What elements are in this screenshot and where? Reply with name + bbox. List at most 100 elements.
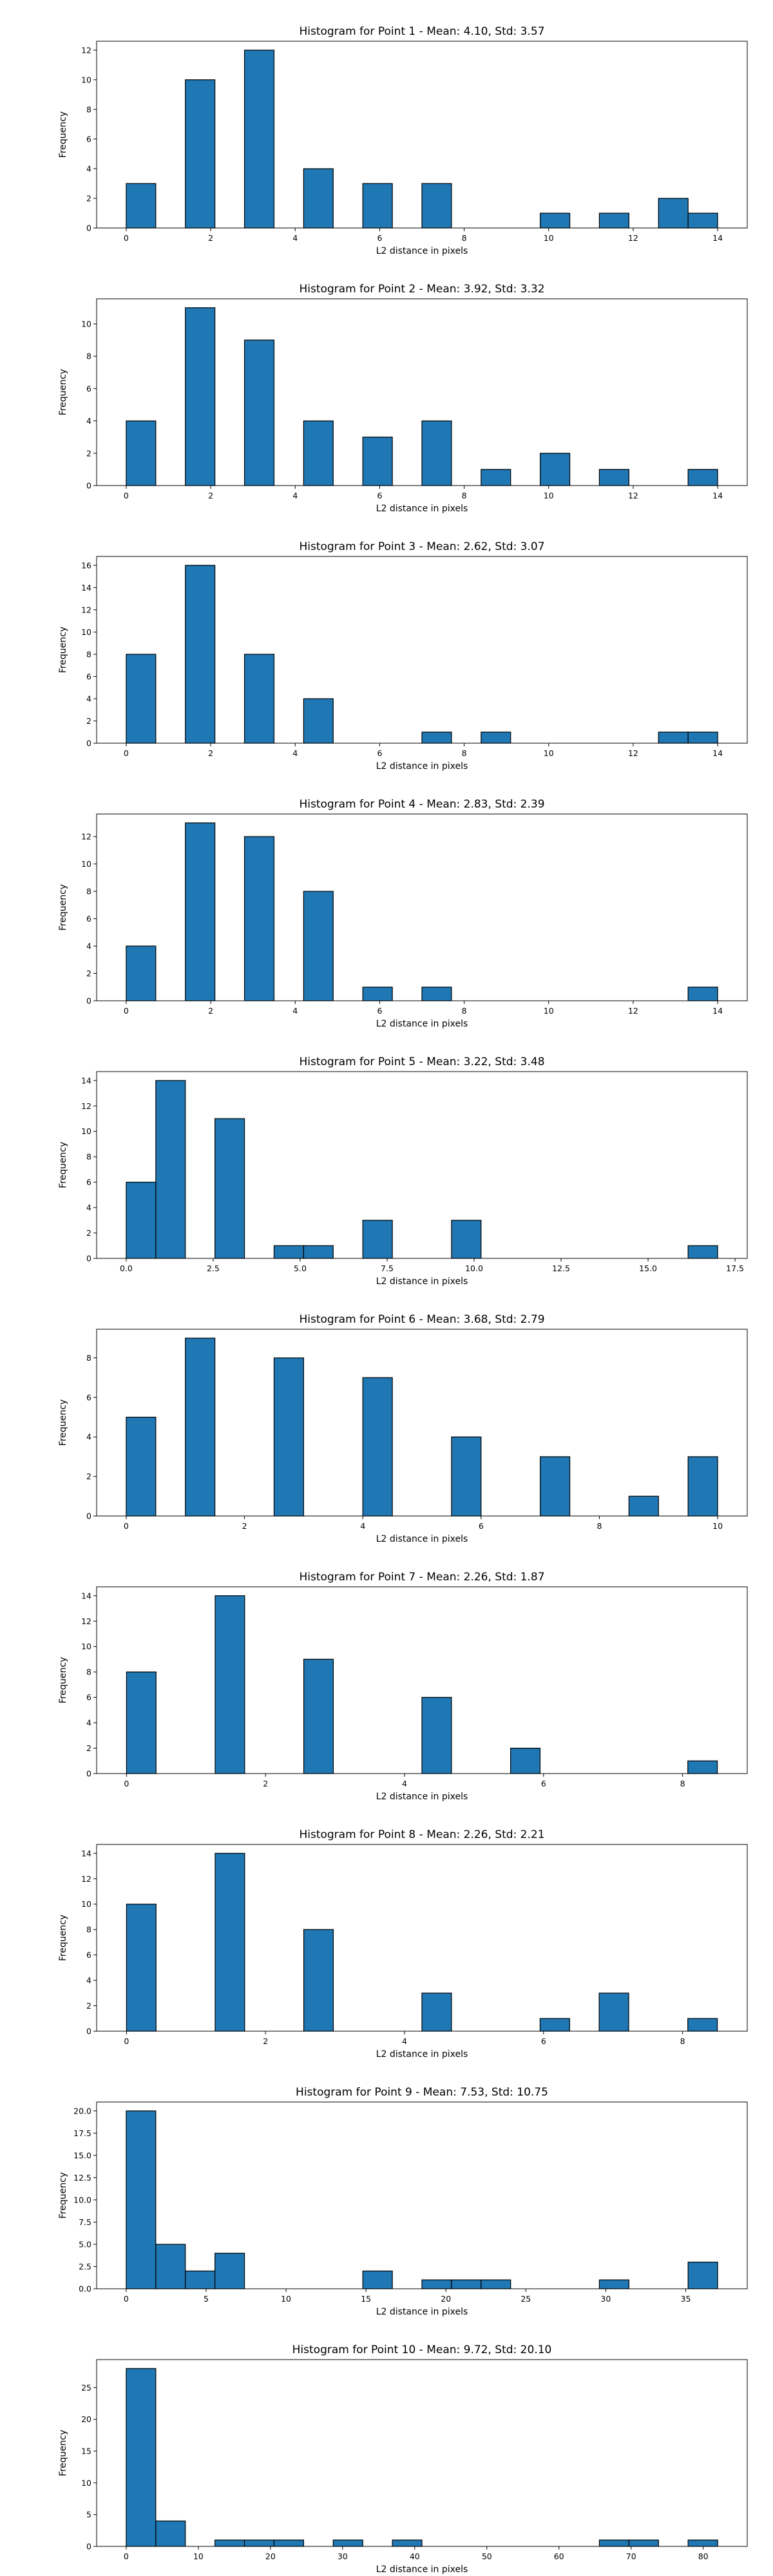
y-axis-label: Frequency	[58, 1915, 68, 1961]
histogram-bar	[598, 469, 629, 486]
histogram-bar	[687, 2261, 718, 2289]
x-axis: 0.0 2.5 5.0 7.5 10.0 12.5 15.0 17.5	[120, 1258, 744, 1273]
x-tick-label: 2	[242, 1521, 247, 1531]
histogram-bar	[628, 2539, 659, 2547]
x-tick-label: 10	[544, 748, 554, 758]
y-tick-label: 6	[86, 914, 91, 923]
y-axis: 0 2 4 6 8 10 12	[81, 832, 97, 1006]
x-axis: 0 2 4 6 8 10 12 14	[124, 743, 723, 758]
x-tick-label: 0	[124, 2552, 129, 2561]
y-axis: 0 2 4 6 8 10 12 14	[81, 1848, 97, 2036]
histogram-bar	[362, 183, 393, 229]
histogram-bar	[598, 1993, 629, 2032]
y-axis-label: Frequency	[58, 1142, 68, 1188]
y-axis: 0 5 10 15 20 25	[81, 2383, 97, 2552]
histogram-bar	[687, 2539, 718, 2547]
y-tick-label: 2	[86, 1472, 91, 1481]
y-tick-label: 4	[86, 416, 91, 426]
x-axis-label: L2 distance in pixels	[376, 2049, 468, 2060]
y-axis: 0 2 4 6 8 10 12	[81, 45, 97, 233]
histogram-bar	[687, 987, 718, 1001]
histogram-panel-10: Histogram for Point 10 - Mean: 9.72, Std…	[58, 2344, 748, 2575]
x-tick-label: 10	[544, 1006, 554, 1016]
x-tick-label: 14	[712, 1006, 723, 1016]
chart-title: Histogram for Point 10 - Mean: 9.72, Std…	[292, 2344, 552, 2356]
histogram-bar	[539, 2018, 570, 2032]
histogram-bar	[243, 654, 275, 744]
histogram-bar	[303, 168, 334, 229]
axes-frame	[96, 41, 748, 229]
y-tick-label: 0	[86, 739, 91, 748]
y-tick-label: 15.0	[73, 2150, 91, 2160]
y-tick-label: 8	[86, 352, 91, 361]
x-axis: 0 5 10 15 20 25 30 35	[124, 2289, 691, 2304]
histogram-bar	[273, 2539, 304, 2547]
histogram-bar	[215, 1595, 245, 1774]
y-tick-label: 14	[81, 1075, 91, 1085]
y-tick-label: 0	[86, 481, 91, 491]
y-tick-label: 10	[81, 627, 91, 637]
chart-title: Histogram for Point 2 - Mean: 3.92, Std:…	[299, 283, 544, 296]
histogram-panel-3: Histogram for Point 3 - Mean: 2.62, Std:…	[58, 540, 748, 772]
x-tick-label: 14	[712, 748, 723, 758]
y-axis-label: Frequency	[58, 1399, 68, 1446]
histogram-bar	[687, 469, 718, 486]
x-tick-label: 12	[628, 1006, 638, 1016]
x-tick-label: 2	[263, 1779, 268, 1788]
x-tick-label: 30	[338, 2552, 348, 2561]
axes-frame	[96, 556, 748, 744]
histogram-bar	[598, 2279, 629, 2289]
axes-frame	[96, 1586, 748, 1774]
histogram-panel-8: Histogram for Point 8 - Mean: 2.26, Std:…	[58, 1828, 748, 2060]
x-tick-label: 0	[124, 2036, 129, 2046]
axes-frame	[96, 1329, 748, 1517]
histogram-bar	[687, 732, 718, 744]
chart-title: Histogram for Point 7 - Mean: 2.26, Std:…	[299, 1571, 544, 1584]
x-tick-label: 2.5	[207, 1264, 220, 1273]
y-axis-label: Frequency	[58, 111, 68, 158]
x-tick-label: 0.0	[120, 1264, 133, 1273]
histogram-bar	[598, 213, 629, 229]
x-tick-label: 17.5	[726, 1264, 744, 1273]
y-tick-label: 10	[81, 1642, 91, 1651]
x-tick-label: 0	[124, 233, 129, 243]
y-tick-label: 2	[86, 448, 91, 458]
histogram-bar	[687, 1760, 718, 1774]
y-tick-label: 4	[86, 1432, 91, 1442]
y-tick-label: 12	[81, 1101, 91, 1111]
x-tick-label: 6	[377, 233, 382, 243]
y-tick-label: 4	[86, 164, 91, 173]
histogram-bar	[215, 1118, 245, 1259]
x-tick-label: 25	[520, 2294, 531, 2304]
histogram-bar	[155, 2520, 186, 2547]
x-tick-label: 40	[410, 2552, 420, 2561]
y-tick-label: 8	[86, 1152, 91, 1162]
y-axis: 0 2 4 6 8 10	[81, 319, 97, 491]
x-tick-label: 0	[124, 2294, 129, 2304]
x-tick-label: 4	[292, 748, 298, 758]
y-tick-label: 12.5	[73, 2173, 91, 2183]
y-tick-label: 6	[86, 1950, 91, 1960]
y-tick-label: 4	[86, 1976, 91, 1985]
histogram-bar	[126, 420, 157, 486]
histogram-bar	[362, 1220, 393, 1259]
x-tick-label: 60	[554, 2552, 564, 2561]
histogram-bar	[598, 2539, 629, 2547]
x-tick-label: 15.0	[639, 1264, 657, 1273]
chart-title: Histogram for Point 1 - Mean: 4.10, Std:…	[299, 25, 544, 38]
y-tick-label: 0	[86, 1254, 91, 1264]
axes-frame	[96, 298, 748, 486]
histogram-bar	[421, 2279, 452, 2289]
histogram-bar	[362, 987, 393, 1001]
x-tick-label: 10	[193, 2552, 204, 2561]
x-tick-label: 8	[462, 491, 467, 500]
x-tick-label: 14	[712, 491, 723, 500]
y-tick-label: 0	[86, 223, 91, 233]
x-tick-label: 12	[628, 748, 638, 758]
x-tick-label: 20	[441, 2294, 451, 2304]
y-tick-label: 6	[86, 1692, 91, 1702]
histogram-bar	[303, 1929, 334, 2032]
histogram-bar	[215, 1853, 245, 2032]
x-tick-label: 4	[402, 2036, 407, 2046]
axes-frame	[96, 813, 748, 1001]
